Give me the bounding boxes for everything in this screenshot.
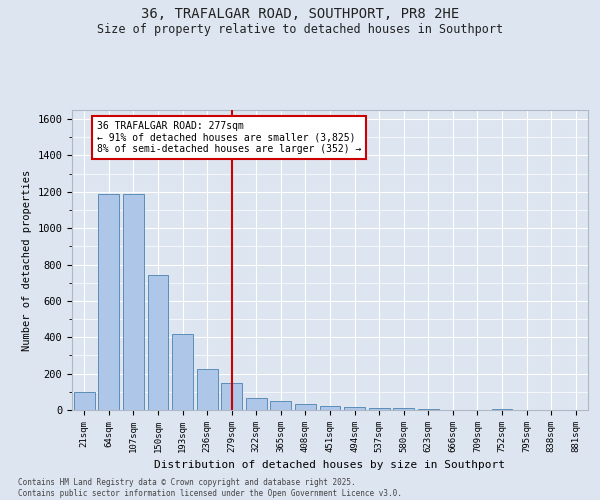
Bar [74,392,95,410]
Text: 36, TRAFALGAR ROAD, SOUTHPORT, PR8 2HE: 36, TRAFALGAR ROAD, SOUTHPORT, PR8 2HE [141,8,459,22]
Text: 36 TRAFALGAR ROAD: 277sqm
← 91% of detached houses are smaller (3,825)
8% of sem: 36 TRAFALGAR ROAD: 277sqm ← 91% of detac… [97,121,361,154]
Text: Contains HM Land Registry data © Crown copyright and database right 2025.
Contai: Contains HM Land Registry data © Crown c… [18,478,402,498]
Y-axis label: Number of detached properties: Number of detached properties [22,170,32,350]
Bar [344,407,365,410]
Bar [491,409,512,410]
Bar [295,404,316,410]
Bar [368,408,389,410]
Bar [271,402,292,410]
Text: Size of property relative to detached houses in Southport: Size of property relative to detached ho… [97,22,503,36]
X-axis label: Distribution of detached houses by size in Southport: Distribution of detached houses by size … [155,460,505,470]
Bar [320,406,340,410]
Bar [393,408,414,410]
Bar [418,408,439,410]
Bar [197,369,218,410]
Bar [221,382,242,410]
Bar [172,334,193,410]
Bar [123,194,144,410]
Bar [98,194,119,410]
Bar [148,276,169,410]
Bar [246,398,267,410]
